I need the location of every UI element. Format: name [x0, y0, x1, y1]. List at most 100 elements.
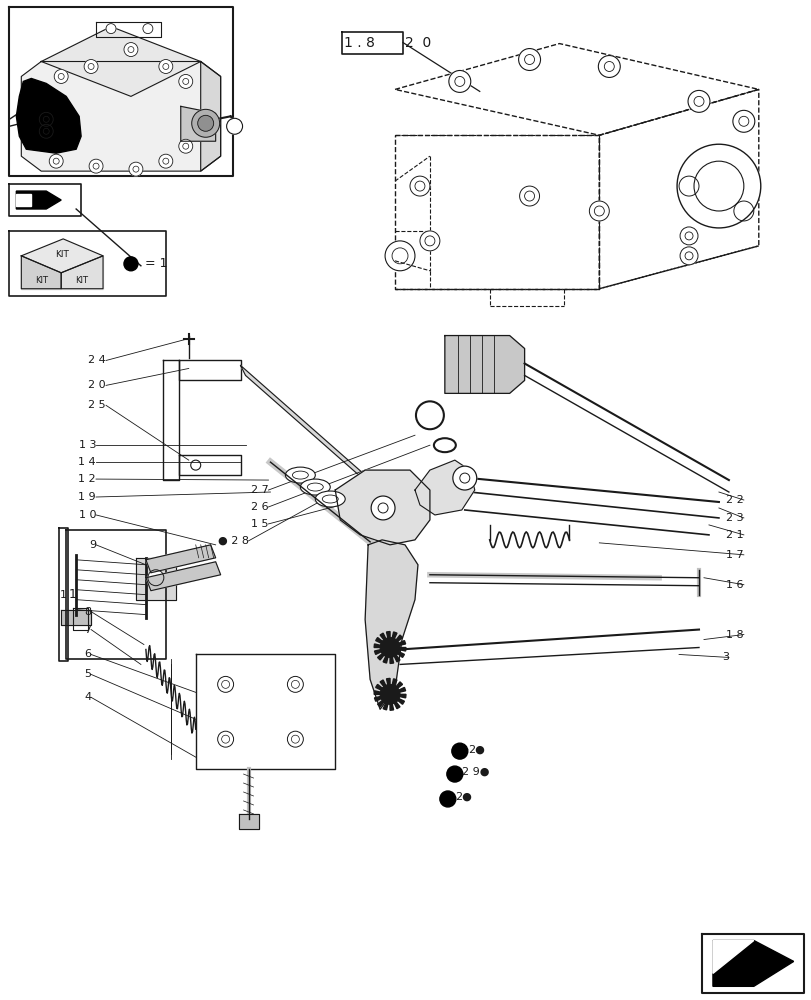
Polygon shape: [16, 191, 61, 209]
Circle shape: [446, 766, 462, 782]
Circle shape: [732, 110, 754, 132]
Polygon shape: [181, 106, 216, 141]
Circle shape: [371, 496, 394, 520]
Polygon shape: [374, 691, 380, 694]
Circle shape: [106, 24, 116, 34]
Text: 3: 3: [721, 652, 728, 662]
Polygon shape: [383, 703, 388, 710]
Polygon shape: [389, 704, 393, 710]
Text: 2 1: 2 1: [725, 530, 743, 540]
Text: 5: 5: [84, 669, 91, 679]
Circle shape: [39, 124, 54, 138]
Text: 2 5: 2 5: [88, 400, 106, 410]
Text: 2 7: 2 7: [251, 485, 268, 495]
Polygon shape: [178, 360, 240, 380]
Text: = 1: = 1: [141, 257, 167, 270]
Polygon shape: [386, 632, 389, 638]
Polygon shape: [712, 940, 792, 986]
Circle shape: [182, 78, 188, 84]
Circle shape: [217, 731, 234, 747]
Polygon shape: [380, 633, 385, 640]
Polygon shape: [146, 562, 221, 591]
Circle shape: [84, 60, 98, 73]
Polygon shape: [386, 678, 389, 685]
Circle shape: [159, 60, 173, 73]
Circle shape: [589, 201, 608, 221]
Circle shape: [226, 118, 242, 134]
Circle shape: [598, 56, 620, 77]
Text: 2 9●: 2 9●: [461, 767, 489, 777]
Circle shape: [217, 676, 234, 692]
Polygon shape: [398, 641, 406, 645]
Circle shape: [93, 163, 99, 169]
Circle shape: [182, 143, 188, 149]
Text: 1 4: 1 4: [79, 457, 96, 467]
Circle shape: [448, 70, 470, 92]
Polygon shape: [21, 256, 61, 289]
Polygon shape: [396, 682, 402, 688]
Circle shape: [43, 128, 49, 134]
Circle shape: [287, 676, 303, 692]
Text: ● 2 8: ● 2 8: [217, 536, 248, 546]
Text: 9: 9: [89, 540, 96, 550]
Text: KIT: KIT: [75, 276, 88, 285]
Circle shape: [380, 638, 400, 657]
Polygon shape: [383, 656, 388, 663]
Polygon shape: [377, 654, 384, 660]
Circle shape: [163, 158, 169, 164]
Polygon shape: [392, 679, 397, 685]
Text: 2 3: 2 3: [725, 513, 743, 523]
Text: 1 6: 1 6: [726, 580, 743, 590]
Text: 2 2: 2 2: [725, 495, 743, 505]
Circle shape: [39, 112, 54, 126]
Polygon shape: [375, 684, 382, 690]
Polygon shape: [374, 650, 380, 654]
Circle shape: [143, 24, 152, 34]
Polygon shape: [712, 940, 753, 973]
Text: 1 8: 1 8: [725, 630, 743, 640]
Polygon shape: [394, 702, 400, 709]
Polygon shape: [375, 638, 382, 643]
Circle shape: [178, 74, 192, 88]
Circle shape: [519, 186, 539, 206]
Text: 2 0: 2 0: [88, 380, 106, 390]
Ellipse shape: [285, 467, 315, 483]
Polygon shape: [335, 470, 429, 545]
Text: KIT: KIT: [35, 276, 48, 285]
Circle shape: [124, 257, 138, 271]
Text: 6: 6: [84, 649, 91, 659]
Circle shape: [384, 241, 414, 271]
Polygon shape: [397, 699, 404, 704]
Circle shape: [680, 247, 697, 265]
Circle shape: [58, 73, 64, 79]
Circle shape: [178, 139, 192, 153]
Circle shape: [191, 109, 219, 137]
Text: 1 5: 1 5: [251, 519, 268, 529]
Text: 2 4: 2 4: [88, 355, 106, 365]
Polygon shape: [21, 239, 103, 273]
Polygon shape: [135, 558, 175, 600]
Circle shape: [128, 47, 134, 53]
Text: 1: 1: [69, 588, 77, 601]
Circle shape: [88, 63, 94, 69]
Text: 4: 4: [84, 692, 91, 702]
Circle shape: [678, 176, 698, 196]
Text: 1 2: 1 2: [79, 474, 96, 484]
Circle shape: [191, 460, 200, 470]
Polygon shape: [146, 545, 216, 573]
Circle shape: [680, 227, 697, 245]
Polygon shape: [61, 256, 103, 289]
Polygon shape: [444, 336, 524, 393]
Polygon shape: [200, 62, 221, 171]
Polygon shape: [399, 694, 406, 698]
Circle shape: [197, 115, 213, 131]
Text: 8: 8: [84, 607, 91, 617]
Circle shape: [451, 743, 467, 759]
Polygon shape: [414, 460, 474, 515]
Polygon shape: [374, 644, 380, 647]
Circle shape: [687, 90, 709, 112]
Polygon shape: [374, 697, 380, 701]
Text: KIT: KIT: [55, 250, 69, 259]
Polygon shape: [238, 814, 258, 829]
Circle shape: [410, 176, 429, 196]
